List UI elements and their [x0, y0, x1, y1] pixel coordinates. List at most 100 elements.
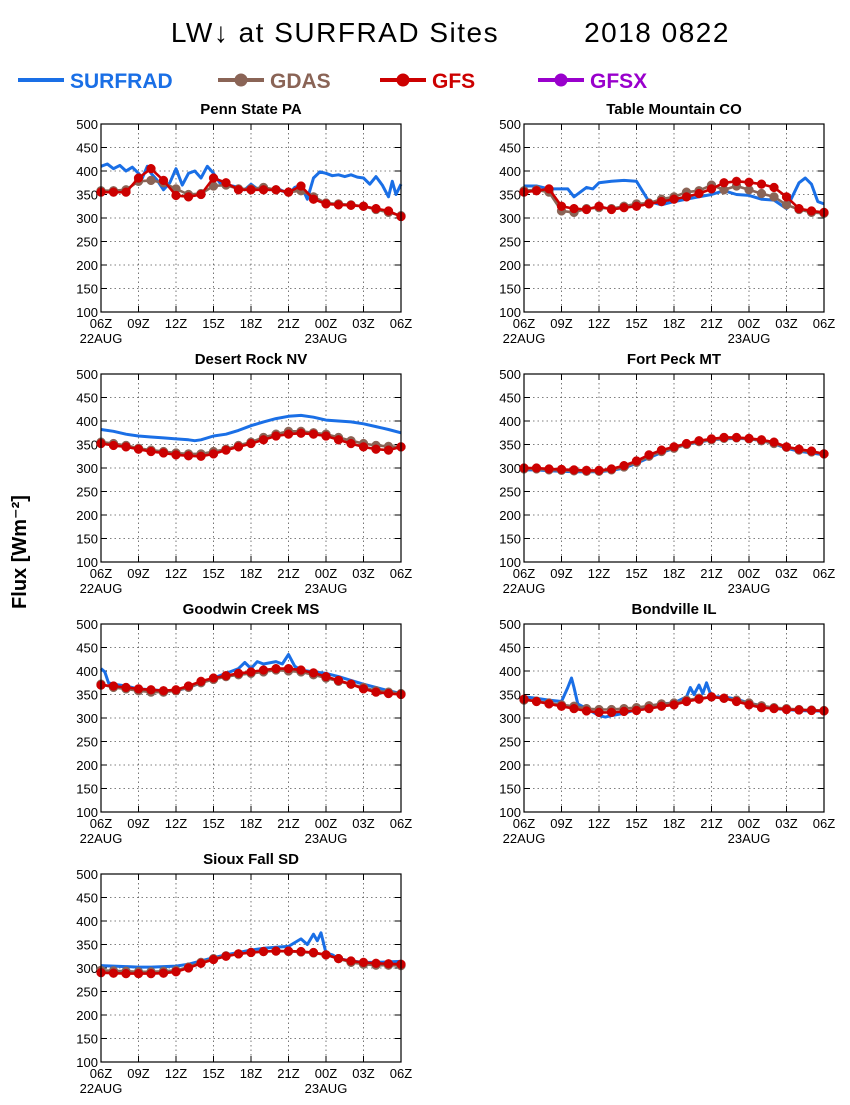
- legend-label: GFS: [432, 70, 475, 93]
- chart-panels: Penn State PA 100 150 200 250 300 350 400 450 500…: [76, 101, 835, 1096]
- x-tick-label: 18Z: [240, 566, 262, 581]
- data-point: [556, 701, 567, 711]
- x-tick-label: 12Z: [165, 816, 187, 831]
- data-point: [694, 694, 704, 704]
- y-tick-label: 450: [76, 641, 98, 656]
- data-point: [606, 707, 617, 718]
- data-point: [133, 684, 144, 694]
- x-tick-label: 06Z: [90, 1066, 112, 1081]
- x-date-label: 22AUG: [80, 1081, 123, 1096]
- y-tick-label: 350: [499, 438, 521, 453]
- data-point: [308, 194, 319, 204]
- x-tick-label: 03Z: [352, 316, 374, 331]
- x-tick-label: 15Z: [202, 1066, 224, 1081]
- y-tick-label: 400: [76, 164, 98, 179]
- data-point: [594, 707, 604, 718]
- y-axis-label: Flux [Wm⁻²]: [9, 495, 31, 609]
- data-point: [383, 688, 394, 699]
- data-point: [308, 668, 319, 678]
- y-tick-label: 150: [499, 532, 521, 547]
- data-point: [769, 192, 779, 202]
- data-point: [644, 703, 654, 714]
- y-tick-label: 150: [76, 532, 98, 547]
- y-tick-label: 100: [499, 805, 521, 820]
- data-point: [121, 968, 131, 979]
- data-point: [681, 438, 692, 449]
- y-tick-label: 150: [76, 782, 98, 797]
- y-tick-label: 250: [76, 485, 98, 500]
- x-date-label: 23AUG: [728, 831, 771, 846]
- legend-item-gfsx: GFSX: [538, 70, 647, 93]
- data-point: [121, 682, 131, 693]
- data-point: [296, 181, 306, 191]
- data-point: [221, 178, 231, 188]
- data-point: [383, 445, 394, 455]
- x-date-label: 23AUG: [305, 581, 348, 596]
- x-tick-label: 18Z: [663, 316, 685, 331]
- data-point: [246, 185, 256, 195]
- plot-frame: [100, 873, 402, 1063]
- x-tick-label: 12Z: [165, 1066, 187, 1081]
- data-point: [794, 705, 804, 715]
- x-tick-label: 09Z: [127, 1066, 149, 1081]
- x-tick-label: 03Z: [352, 1066, 374, 1081]
- data-point: [346, 438, 356, 449]
- data-point: [371, 203, 381, 214]
- x-tick-label: 09Z: [127, 816, 149, 831]
- data-point: [308, 429, 319, 439]
- x-tick-label: 15Z: [625, 816, 647, 831]
- data-point: [283, 429, 294, 439]
- data-point: [606, 204, 617, 215]
- data-point: [158, 968, 169, 978]
- series-line-surfrad: [100, 413, 402, 443]
- x-tick-label: 12Z: [165, 316, 187, 331]
- data-point: [769, 182, 779, 193]
- x-tick-label: 18Z: [240, 816, 262, 831]
- y-tick-label: 450: [76, 141, 98, 156]
- data-point: [271, 185, 281, 195]
- data-point: [781, 704, 792, 715]
- data-point: [644, 450, 654, 460]
- data-point: [246, 947, 256, 958]
- x-date-label: 23AUG: [305, 331, 348, 346]
- legend-item-gdas: GDAS: [218, 70, 331, 93]
- x-tick-label: 00Z: [315, 316, 337, 331]
- panel-sioux-fall-sd: Sioux Fall SD 100 150 200 250 300 350 400 450 500…: [76, 851, 412, 1096]
- data-point: [531, 696, 542, 707]
- data-point: [296, 946, 306, 957]
- data-point: [656, 445, 667, 455]
- y-tick-label: 350: [76, 688, 98, 703]
- y-tick-label: 100: [76, 555, 98, 570]
- x-date-label: 22AUG: [80, 581, 123, 596]
- x-tick-label: 00Z: [315, 816, 337, 831]
- data-point: [271, 946, 281, 956]
- y-tick-label: 400: [76, 414, 98, 429]
- x-tick-label: 21Z: [277, 1066, 299, 1081]
- data-point: [569, 465, 579, 475]
- series-gfs: [519, 176, 829, 218]
- y-tick-label: 250: [499, 235, 521, 250]
- data-point: [358, 684, 369, 694]
- plot-frame: [523, 373, 825, 563]
- chart-legend: SURFRAD GDAS GFS GFSX: [18, 70, 647, 93]
- data-point: [794, 203, 804, 214]
- data-point: [158, 686, 169, 696]
- y-tick-label: 150: [76, 1032, 98, 1047]
- x-tick-label: 12Z: [165, 566, 187, 581]
- data-point: [183, 681, 194, 691]
- data-point: [358, 442, 369, 452]
- data-point: [719, 432, 729, 443]
- data-point: [769, 703, 779, 714]
- y-tick-label: 300: [499, 461, 521, 476]
- x-tick-label: 06Z: [813, 566, 835, 581]
- legend-marker: [234, 73, 248, 87]
- legend-label: SURFRAD: [70, 70, 173, 93]
- y-tick-label: 300: [76, 711, 98, 726]
- data-point: [581, 706, 592, 716]
- x-tick-label: 06Z: [813, 816, 835, 831]
- data-point: [806, 705, 817, 716]
- x-tick-label: 18Z: [240, 1066, 262, 1081]
- y-tick-label: 150: [76, 282, 98, 297]
- y-tick-label: 200: [499, 758, 521, 773]
- data-point: [346, 200, 356, 210]
